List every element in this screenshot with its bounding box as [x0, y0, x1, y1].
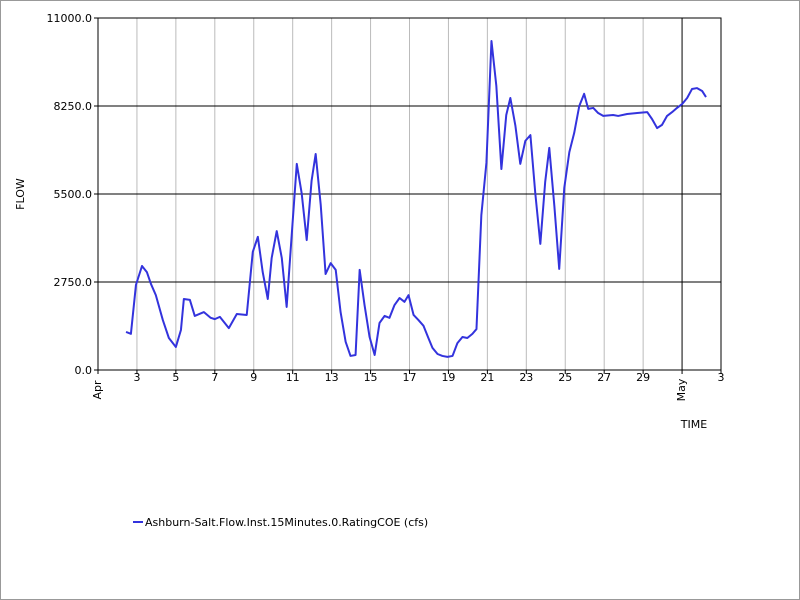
x-tick-label: Apr — [91, 380, 104, 400]
x-tick-label: 19 — [441, 371, 455, 384]
x-axis-label: TIME — [680, 418, 707, 431]
x-tick-label: May — [675, 378, 688, 401]
plot-border — [97, 17, 722, 371]
y-axis-label: FLOW — [14, 178, 27, 210]
x-tick-label: 17 — [403, 371, 417, 384]
y-tick-label: 2750.0 — [54, 276, 93, 289]
x-tick-label: 29 — [636, 371, 650, 384]
x-tick-label: 13 — [325, 371, 339, 384]
x-tick-label: 3 — [133, 371, 140, 384]
x-tick-label: 25 — [558, 371, 572, 384]
x-tick-label: 3 — [718, 371, 725, 384]
y-tick-label: 5500.0 — [54, 188, 93, 201]
legend-label: Ashburn-Salt.Flow.Inst.15Minutes.0.Ratin… — [145, 516, 428, 529]
series-line — [125, 40, 707, 358]
x-tick-label: 5 — [172, 371, 179, 384]
x-tick-label: 11 — [286, 371, 300, 384]
x-tick-label: 15 — [364, 371, 378, 384]
y-tick-label: 8250.0 — [54, 100, 93, 113]
x-tick-label: 9 — [250, 371, 257, 384]
y-tick-label: 0.0 — [75, 364, 93, 377]
x-tick-label: 27 — [597, 371, 611, 384]
x-tick-label: 7 — [211, 371, 218, 384]
x-tick-label: 23 — [519, 371, 533, 384]
y-tick-label: 11000.0 — [47, 12, 93, 25]
x-tick-label: 21 — [480, 371, 494, 384]
